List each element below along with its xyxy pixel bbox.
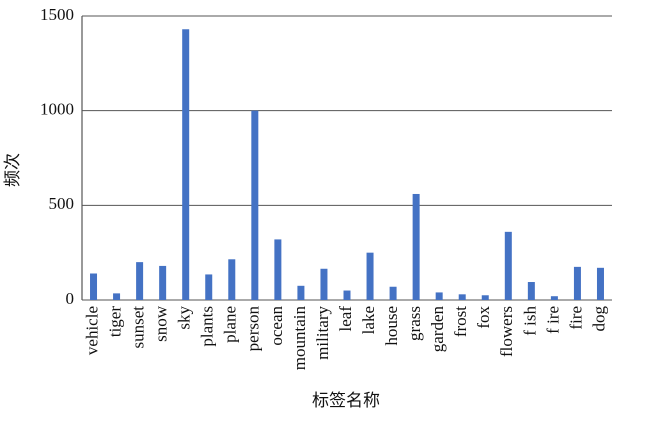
y-tick-label: 0 xyxy=(66,289,75,308)
bar xyxy=(366,252,374,300)
bar xyxy=(596,267,604,300)
x-tick-label: vehicle xyxy=(82,306,101,355)
x-tick-label: sunset xyxy=(129,306,148,349)
bar xyxy=(136,262,144,300)
x-tick-label: mountain xyxy=(290,306,309,371)
bar xyxy=(573,266,581,300)
x-tick-label: fire xyxy=(566,306,585,330)
bar xyxy=(205,274,213,300)
y-tick-label: 500 xyxy=(49,194,75,213)
bar xyxy=(458,294,466,300)
x-tick-label: f ish xyxy=(520,306,539,336)
bar xyxy=(113,293,121,300)
x-tick-label: person xyxy=(244,306,263,352)
x-tick-label: snow xyxy=(152,305,171,342)
bar xyxy=(182,29,190,301)
bar xyxy=(527,282,535,300)
x-tick-label: house xyxy=(382,306,401,346)
x-tick-label: ocean xyxy=(267,306,286,346)
x-tick-label: tiger xyxy=(105,306,124,337)
x-tick-label: flowers xyxy=(497,306,516,357)
x-tick-label: f ire xyxy=(543,306,562,334)
x-tick-label: plane xyxy=(221,306,240,343)
y-axis-label: 频次 xyxy=(3,153,22,187)
bar xyxy=(228,259,236,300)
bar xyxy=(412,193,420,300)
x-tick-label: military xyxy=(313,306,332,360)
bar xyxy=(274,239,282,300)
bar xyxy=(320,268,328,300)
x-tick-label: frost xyxy=(451,306,470,337)
y-tick-label: 1000 xyxy=(40,100,74,119)
bar xyxy=(297,285,305,300)
bar xyxy=(389,286,397,300)
bar xyxy=(504,231,512,300)
bar xyxy=(435,292,443,300)
x-tick-label: sky xyxy=(175,306,194,330)
x-tick-label: plants xyxy=(198,306,217,347)
y-tick-label: 1500 xyxy=(40,5,74,24)
bar xyxy=(550,296,558,300)
bar xyxy=(159,265,167,300)
bar xyxy=(481,295,489,300)
bar xyxy=(343,290,351,300)
x-axis-label: 标签名称 xyxy=(312,391,380,410)
x-tick-label: dog xyxy=(589,306,608,332)
x-tick-label: grass xyxy=(405,306,424,341)
x-tick-label: leaf xyxy=(336,306,355,332)
x-tick-label: lake xyxy=(359,306,378,334)
bar xyxy=(90,273,98,300)
bar xyxy=(251,110,259,301)
x-tick-label: garden xyxy=(428,306,447,353)
x-tick-label: fox xyxy=(474,306,493,329)
